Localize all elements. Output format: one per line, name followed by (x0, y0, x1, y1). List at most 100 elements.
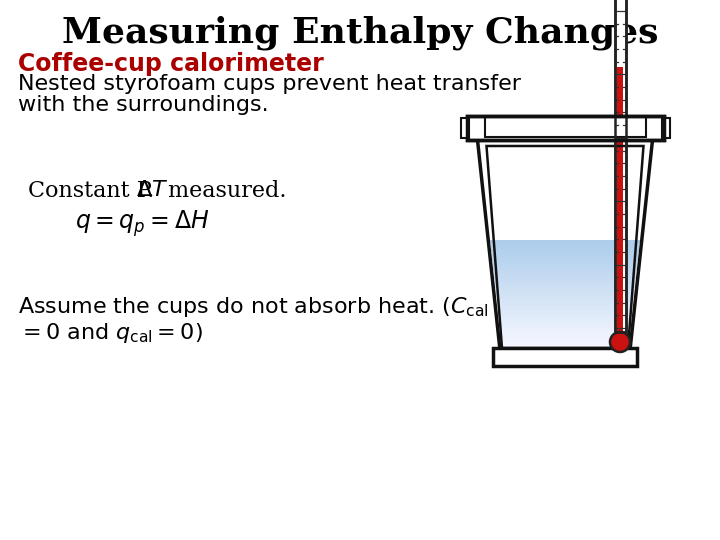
Bar (492, 259, 638, 261)
Bar (502, 348, 629, 350)
Text: Nested styrofoam cups prevent heat transfer: Nested styrofoam cups prevent heat trans… (18, 74, 521, 94)
Text: with the surroundings.: with the surroundings. (18, 95, 269, 115)
Bar (500, 340, 629, 343)
Bar (500, 332, 630, 334)
Bar (496, 293, 634, 295)
Bar (500, 333, 629, 335)
Bar (500, 329, 631, 332)
Bar (496, 295, 634, 297)
Bar (492, 255, 638, 257)
Bar (498, 308, 633, 310)
Bar (498, 315, 631, 317)
Bar (493, 348, 637, 366)
Bar (492, 251, 639, 254)
Bar (498, 309, 633, 312)
Bar (500, 329, 630, 332)
Bar (493, 273, 636, 275)
Bar (490, 246, 639, 248)
Bar (494, 275, 636, 277)
Bar (500, 335, 630, 338)
Bar (500, 332, 630, 334)
Bar (491, 247, 639, 250)
Bar (494, 275, 636, 277)
Bar (500, 328, 631, 330)
Bar (499, 326, 631, 328)
Bar (502, 348, 628, 350)
Bar (467, 116, 664, 140)
Text: $= 0$ and $q_{\rm cal} = 0$): $= 0$ and $q_{\rm cal} = 0$) (18, 321, 203, 345)
Bar (490, 244, 639, 246)
Bar (495, 282, 636, 285)
Bar (502, 344, 629, 346)
Bar (499, 324, 631, 326)
Bar (498, 308, 632, 310)
Bar (494, 279, 636, 281)
Bar (497, 300, 633, 303)
Bar (499, 317, 631, 319)
Bar (467, 116, 664, 140)
Bar (498, 313, 632, 315)
Bar (490, 240, 640, 242)
Bar (498, 311, 632, 314)
Bar (492, 249, 639, 252)
Bar (485, 116, 646, 137)
Bar (617, 67, 623, 331)
Bar (500, 333, 630, 335)
Bar (493, 264, 637, 266)
Bar (496, 289, 634, 292)
Bar (494, 269, 636, 272)
Bar (501, 342, 629, 345)
Bar (499, 322, 631, 325)
Bar (495, 280, 636, 282)
Bar (490, 242, 640, 245)
Bar (493, 271, 636, 274)
Bar (492, 262, 637, 265)
Bar (497, 304, 633, 306)
Bar (492, 264, 637, 266)
Bar (500, 328, 630, 330)
Bar (495, 288, 635, 290)
Polygon shape (477, 140, 652, 350)
Bar (501, 337, 629, 339)
Bar (492, 262, 638, 265)
Bar (497, 302, 634, 305)
Bar (495, 280, 635, 282)
Text: $\Delta T$: $\Delta T$ (136, 180, 168, 200)
Bar (495, 284, 635, 286)
Bar (498, 306, 632, 308)
Bar (496, 295, 634, 297)
Bar (500, 326, 630, 328)
Bar (497, 299, 634, 301)
Bar (496, 296, 634, 299)
Bar (492, 260, 638, 262)
Bar (501, 342, 629, 345)
Bar (493, 268, 636, 270)
Text: measured.: measured. (161, 180, 287, 202)
Bar (491, 253, 639, 255)
Bar (499, 319, 631, 321)
Text: $q = q_p = \Delta H$: $q = q_p = \Delta H$ (75, 208, 210, 239)
Bar (501, 346, 629, 348)
Bar (614, 0, 626, 332)
Bar (498, 315, 632, 317)
Bar (491, 251, 639, 254)
Bar (492, 266, 637, 268)
Bar (491, 249, 639, 252)
Text: Constant P.: Constant P. (28, 180, 176, 202)
Bar (495, 293, 634, 295)
Bar (498, 304, 633, 306)
Bar (493, 269, 637, 272)
Bar (493, 268, 637, 270)
Bar (492, 256, 638, 259)
Bar (500, 339, 629, 341)
Bar (495, 288, 634, 290)
Bar (496, 299, 634, 301)
Bar (491, 246, 639, 248)
Bar (499, 322, 631, 325)
Bar (498, 311, 632, 314)
Bar (495, 286, 634, 288)
Bar (495, 282, 635, 285)
Bar (495, 276, 636, 279)
Bar (461, 118, 469, 138)
Bar (496, 300, 634, 303)
